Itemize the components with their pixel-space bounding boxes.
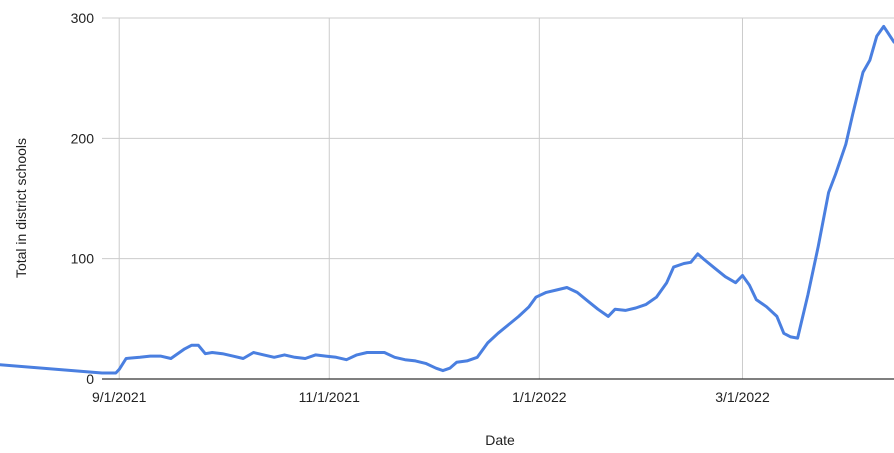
y-tick-label: 100 [71,251,95,267]
series-line [0,24,894,375]
x-tick-label: 1/1/2022 [512,389,567,405]
x-axis-title: Date [485,432,515,448]
y-axis-title: Total in district schools [13,138,29,278]
x-tick-label: 3/1/2022 [715,389,770,405]
x-tick-label: 11/1/2021 [299,389,360,405]
y-tick-label: 300 [71,10,95,26]
y-tick-label: 200 [71,130,95,146]
y-tick-label: 0 [86,371,94,387]
x-tick-label: 9/1/2021 [92,389,147,405]
